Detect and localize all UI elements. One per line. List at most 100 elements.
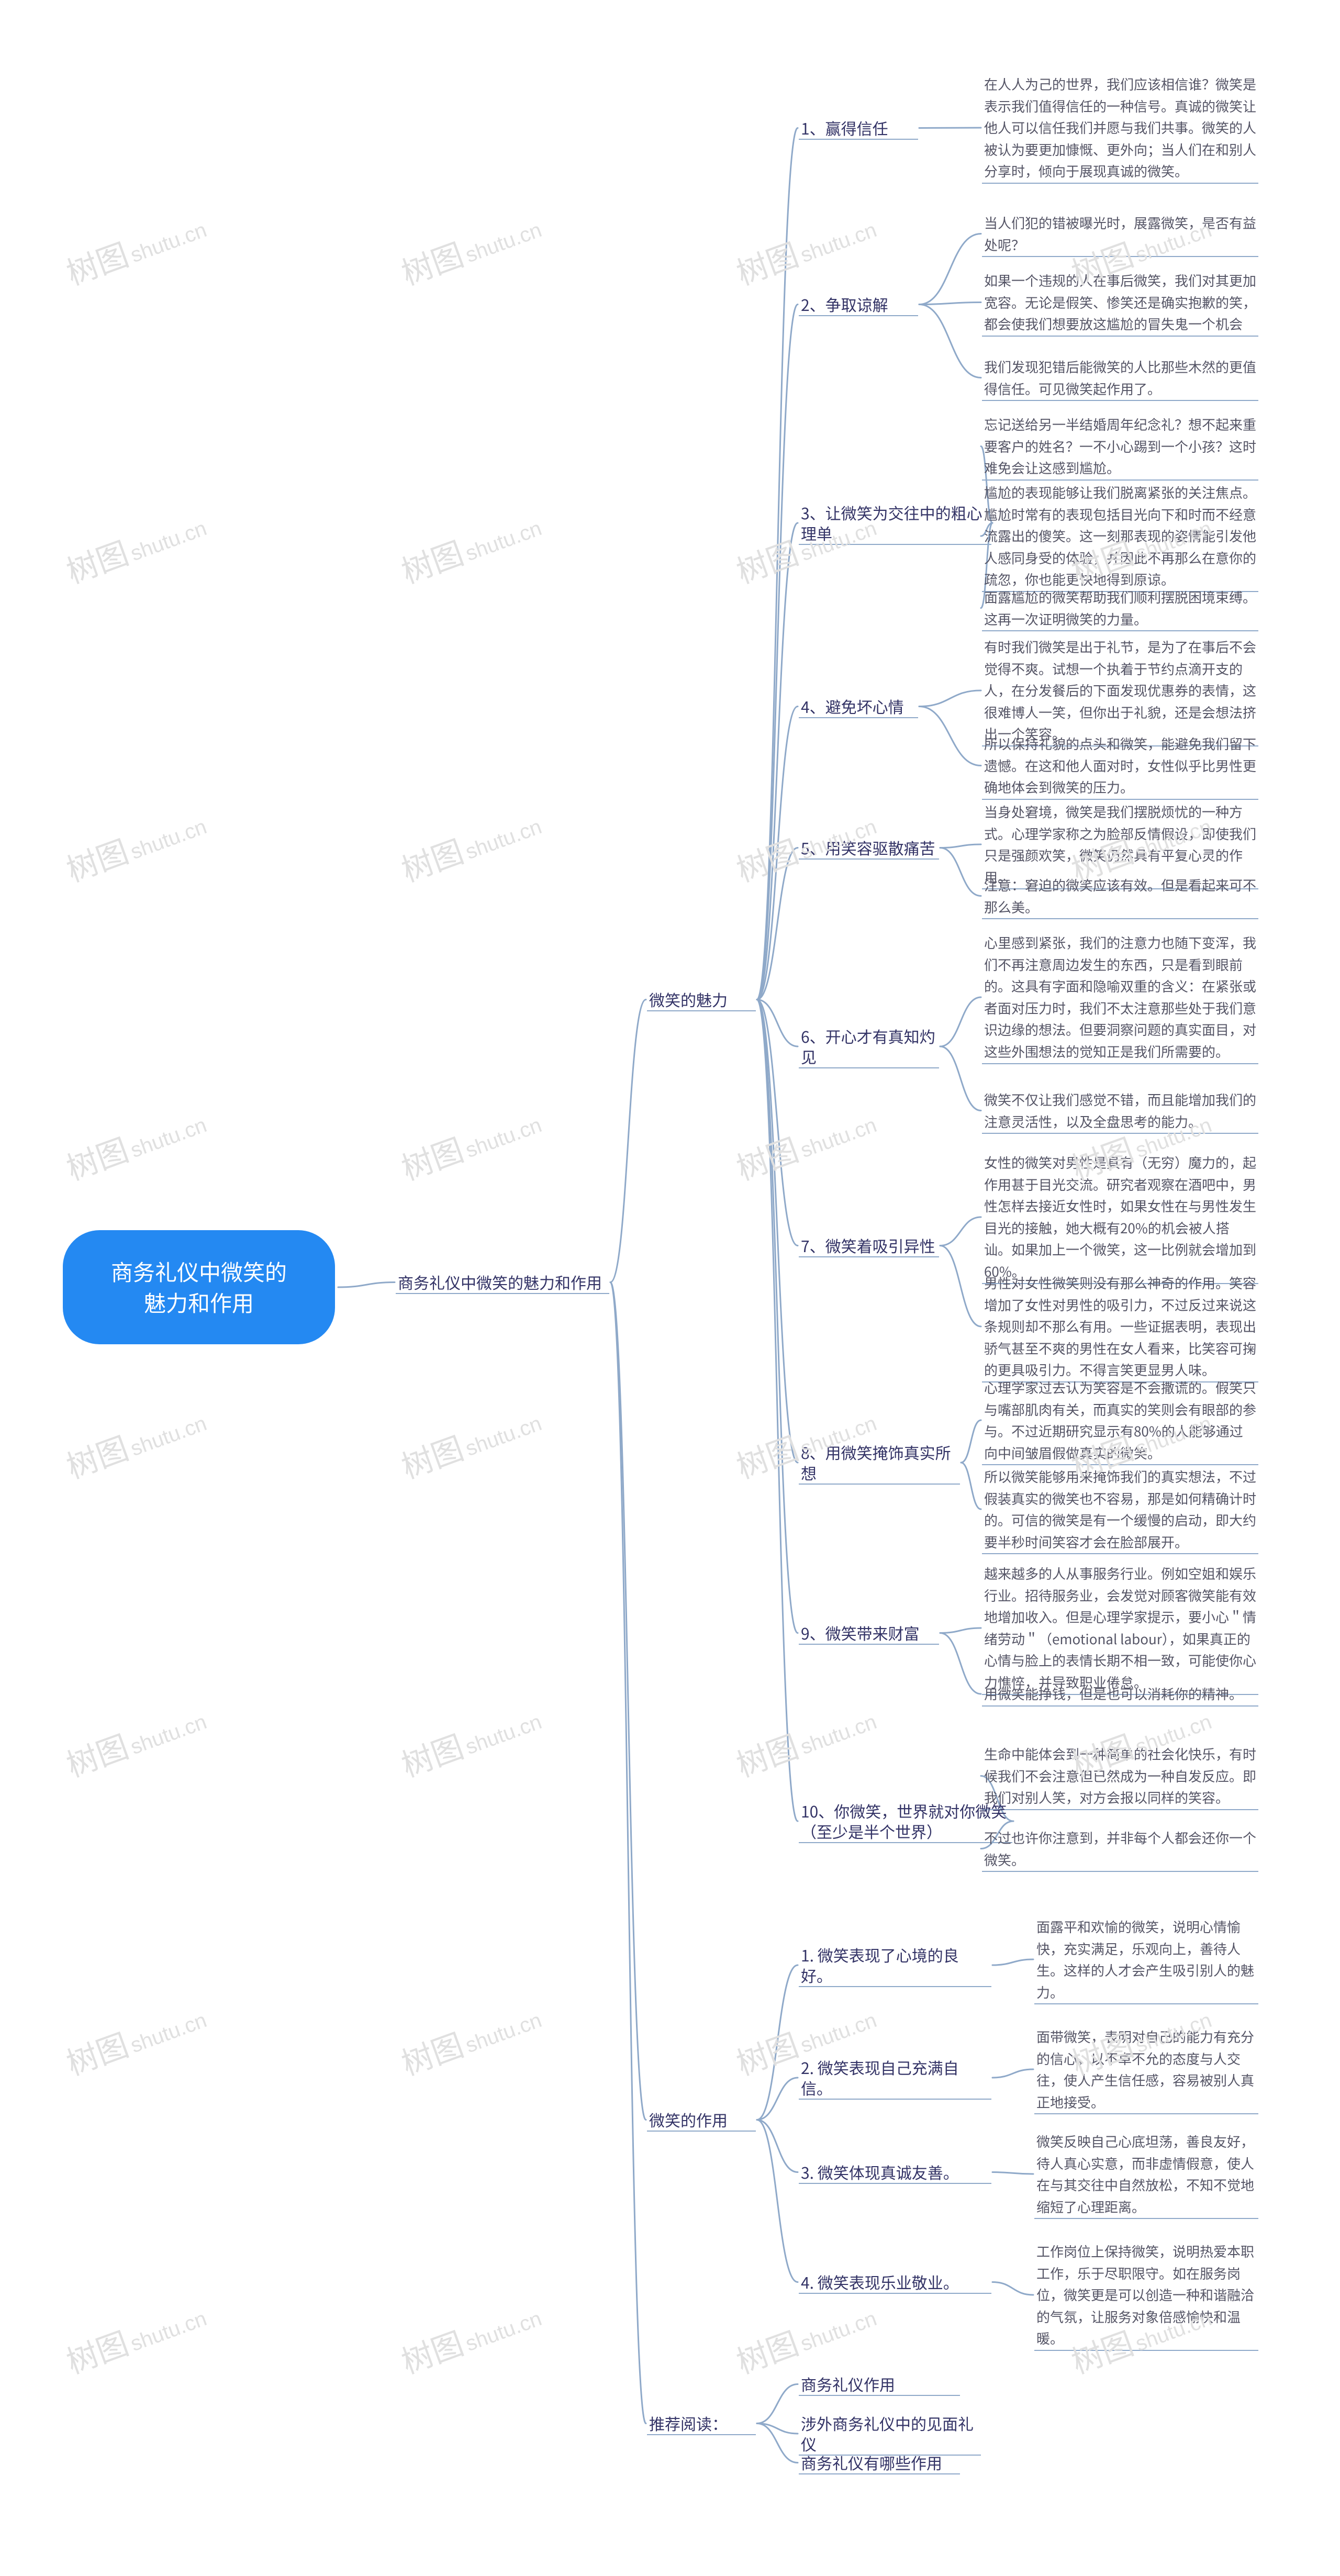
mindmap-node-c2[interactable]: 涉外商务礼仪中的见面礼仪 [801,2413,979,2454]
connector [961,1420,981,1463]
mindmap-node-a8d2[interactable]: 所以微笑能够用来掩饰我们的真实想法，不过假装真实的微笑也不容易，那是如何精确计时… [984,1466,1256,1553]
connector [757,2120,798,2282]
mindmap-node-b3[interactable]: 3. 微笑体现真诚友善。 [801,2162,989,2182]
watermark: 树图shutu.cn [394,2290,546,2383]
watermark: 树图shutu.cn [394,798,546,891]
connector [757,707,798,1000]
mindmap-node-a6d2[interactable]: 微笑不仅让我们感觉不错，而且能增加我们的注意灵活性，以及全盘思考的能力。 [984,1089,1256,1132]
mindmap-node-b3d[interactable]: 微笑反映自己心底坦荡，善良友好，待人真心实意，而非虚情假意，使人在与其交往中自然… [1036,2131,1256,2217]
mindmap-node-a9d1[interactable]: 越来越多的人从事服务行业。例如空姐和娱乐行业。招待服务业，会发觉对顾客微笑能有效… [984,1563,1256,1693]
mindmap-node-a2d3[interactable]: 我们发现犯错后能微笑的人比那些木然的更值得信任。可见微笑起作用了。 [984,356,1256,399]
mindmap-node-b4[interactable]: 4. 微笑表现乐业敬业。 [801,2272,989,2292]
mindmap-node-a10d2[interactable]: 不过也许你注意到，并非每个人都会还你一个微笑。 [984,1827,1256,1870]
mindmap-node-a2d1[interactable]: 当人们犯的错被曝光时，展露微笑，是否有益处呢？ [984,212,1256,255]
mindmap-node-a9d2[interactable]: 用微笑能挣钱，但是也可以消耗你的精神。 [984,1683,1256,1705]
mindmap-node-a2d2[interactable]: 如果一个违规的人在事后微笑，我们对其更加宽容。无论是假笑、惨笑还是确实抱歉的笑，… [984,270,1256,335]
mindmap-node-a1d[interactable]: 在人人为己的世界，我们应该相信谁？微笑是表示我们值得信任的一种信号。真诚的微笑让… [984,73,1256,182]
mindmap-node-b2[interactable]: 2. 微笑表现自己充满自信。 [801,2057,989,2098]
connector [757,523,798,1000]
mindmap-node-a2[interactable]: 2、争取谅解 [801,294,916,315]
mindmap-node-a3d1[interactable]: 忘记送给另一半结婚周年纪念礼？想不起来重要客户的姓名？一不小心踢到一个小孩？这时… [984,414,1256,479]
connector [940,1633,981,1694]
mindmap-node-a7d2[interactable]: 男性对女性微笑则没有那么神奇的作用。笑容增加了女性对男性的吸引力，不过反过来说这… [984,1272,1256,1381]
watermark: 树图shutu.cn [59,798,211,891]
connector [940,1046,981,1111]
connector [338,1283,395,1288]
mindmap-node-a7d1[interactable]: 女性的微笑对男性是具有（无穷）魔力的，起作用甚于目光交流。研究者观察在酒吧中，男… [984,1152,1256,1283]
mindmap-node-b1[interactable]: 1. 微笑表现了心境的良好。 [801,1945,989,1986]
mindmap-node-a6[interactable]: 6、开心才有真知灼见 [801,1026,937,1067]
connector [940,1217,981,1246]
connector [940,844,981,848]
mindmap-node-a1[interactable]: 1、赢得信任 [801,118,916,138]
mindmap-node-c3[interactable]: 商务礼仪有哪些作用 [801,2452,958,2473]
mindmap-node-a9[interactable]: 9、微笑带来财富 [801,1623,937,1643]
watermark: 树图shutu.cn [59,2290,211,2383]
mindmap-node-a10d1[interactable]: 生命中能体会到一种简单的社会化快乐，有时候我们不会注意但已然成为一种自发反应。即… [984,1743,1256,1809]
mindmap-node-b2d[interactable]: 面带微笑，表明对自己的能力有充分的信心，以不卓不允的态度与人交往，使人产生信任感… [1036,2026,1256,2113]
mindmap-node-l2b[interactable]: 微笑的作用 [649,2110,754,2130]
connector [919,305,981,378]
mindmap-node-c1[interactable]: 商务礼仪作用 [801,2374,958,2394]
watermark: 树图shutu.cn [59,1992,211,2084]
watermark: 树图shutu.cn [59,500,211,593]
mindmap-node-a7[interactable]: 7、微笑着吸引异性 [801,1235,937,1256]
connector [757,2078,798,2120]
watermark: 树图shutu.cn [729,1693,881,1786]
mindmap-node-a3d3[interactable]: 面露尴尬的微笑帮助我们顺利摆脱困境束缚。这再一次证明微笑的力量。 [984,586,1256,630]
connector [992,2069,1033,2078]
mindmap-node-l1[interactable]: 商务礼仪中微笑的魅力和作用 [398,1272,607,1292]
watermark: 树图shutu.cn [394,1395,546,1488]
connector [757,305,798,1000]
connector [757,848,798,1000]
connector [940,1246,981,1327]
connector [919,234,981,305]
watermark: 树图shutu.cn [59,1693,211,1786]
connector [940,1628,981,1633]
watermark: 树图shutu.cn [394,1992,546,2084]
watermark: 树图shutu.cn [59,1097,211,1189]
mindmap-node-a3[interactable]: 3、让微笑为交往中的粗心理单 [801,503,989,543]
mindmap-node-a5[interactable]: 5、用笑容驱散痛苦 [801,838,937,858]
connector [992,2282,1033,2295]
connector [757,1000,798,1463]
mindmap-node-b4d[interactable]: 工作岗位上保持微笑，说明热爱本职工作，乐于尽职限守。如在服务岗位，微笑更是可以创… [1036,2240,1256,2349]
mindmap-node-b1d[interactable]: 面露平和欢愉的微笑，说明心情愉快，充实满足，乐观向上，善待人生。这样的人才会产生… [1036,1916,1256,2003]
connector [757,1000,798,1822]
watermark: 树图shutu.cn [394,1097,546,1189]
connector [757,1965,798,2120]
watermark: 树图shutu.cn [729,202,881,294]
mindmap-node-root[interactable]: 商务礼仪中微笑的魅力和作用 [63,1230,335,1344]
watermark: 树图shutu.cn [394,1693,546,1786]
connector [919,303,981,305]
connector [919,690,981,707]
watermark: 树图shutu.cn [729,1097,881,1189]
mindmap-node-a5d2[interactable]: 注意：窘迫的微笑应该有效。但是看起来可不那么美。 [984,874,1256,918]
connector [940,848,981,896]
mindmap-node-a8[interactable]: 8、用微笑掩饰真实所想 [801,1442,958,1483]
connector [919,707,981,766]
connector [940,997,981,1046]
connector [992,1959,1033,1965]
connector [610,1283,646,2424]
connector [757,1000,798,1047]
connector [757,2424,798,2434]
mindmap-node-a3d2[interactable]: 尴尬的表现能够让我们脱离紧张的关注焦点。尴尬时常有的表现包括目光向下和时而不经意… [984,482,1256,590]
mindmap-node-a4d2[interactable]: 所以保持礼貌的点头和微笑，能避免我们留下遗憾。在这和他人面对时，女性似乎比男性更… [984,733,1256,798]
mindmap-node-a10[interactable]: 10、你微笑，世界就对你微笑（至少是半个世界） [801,1801,1010,1842]
connector [610,1283,646,2120]
mindmap-node-a6d1[interactable]: 心里感到紧张，我们的注意力也随下变浑，我们不再注意周边发生的东西，只是看到眼前的… [984,932,1256,1063]
mindmap-node-a4[interactable]: 4、避免坏心情 [801,696,916,717]
watermark: 树图shutu.cn [59,202,211,294]
mindmap-node-a4d1[interactable]: 有时我们微笑是出于礼节，是为了在事后不会觉得不爽。试想一个执着于节约点滴开支的人… [984,636,1256,745]
mindmap-node-a8d1[interactable]: 心理学家过去认为笑容是不会撒谎的。假笑只与嘴部肌肉有关，而真实的笑则会有眼部的参… [984,1377,1256,1464]
connector [757,2120,798,2172]
mindmap-node-l2c[interactable]: 推荐阅读： [649,2413,754,2434]
connector [757,128,798,1000]
connector [757,1000,798,1633]
connector [757,2424,798,2463]
connector [992,2172,1033,2174]
connector [757,1000,798,1246]
watermark: 树图shutu.cn [729,2290,881,2383]
mindmap-node-l2a[interactable]: 微笑的魅力 [649,989,754,1010]
